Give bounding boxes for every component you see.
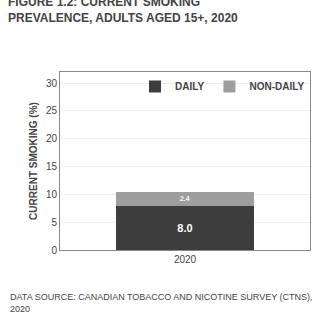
svg-text:10: 10: [46, 189, 58, 200]
svg-text:20: 20: [46, 133, 58, 144]
svg-text:DATA SOURCE: CANADIAN TOBACCO: DATA SOURCE: CANADIAN TOBACCO AND NICOTI…: [10, 292, 313, 314]
svg-text:2.4: 2.4: [180, 195, 190, 202]
svg-text:NON-DAILY: NON-DAILY: [249, 81, 304, 92]
svg-text:0: 0: [51, 245, 57, 256]
svg-text:15: 15: [46, 161, 58, 172]
svg-text:5: 5: [51, 217, 57, 228]
svg-text:CURRENT SMOKING (%): CURRENT SMOKING (%): [28, 102, 39, 220]
svg-text:2020: 2020: [174, 254, 197, 265]
svg-text:DAILY: DAILY: [175, 81, 204, 92]
svg-text:25: 25: [46, 105, 58, 116]
svg-text:30: 30: [46, 78, 58, 89]
svg-text:8.0: 8.0: [177, 222, 192, 234]
svg-text:FIGURE 1.2: CURRENT SMOKINGPRE: FIGURE 1.2: CURRENT SMOKINGPREVALENCE, A…: [8, 0, 238, 25]
